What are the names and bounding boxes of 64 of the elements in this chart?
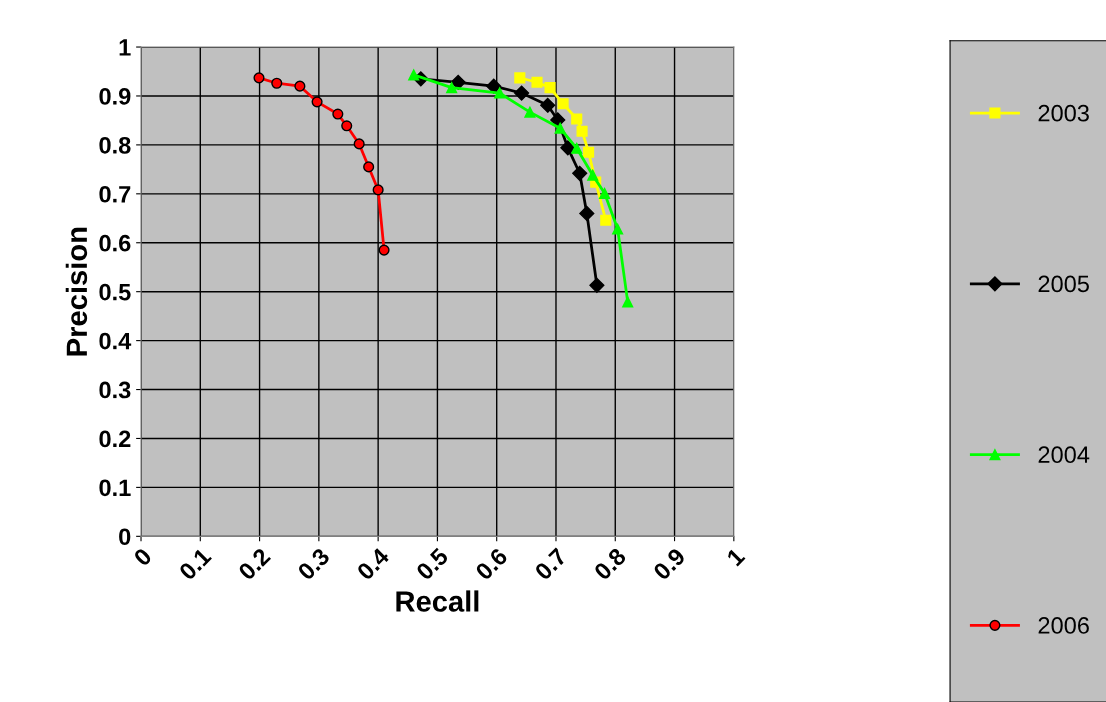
point — [572, 165, 588, 181]
point — [579, 205, 595, 221]
y-tick-label: 0.6 — [99, 234, 131, 252]
point — [589, 277, 605, 293]
y-tick-label: 0.1 — [99, 479, 131, 497]
x-tick-label: 0.2 — [237, 547, 272, 581]
legend-label: 2006 — [1038, 617, 1089, 634]
y-tick-label: 0.9 — [99, 88, 131, 105]
y-axis-title: Precision — [65, 227, 88, 356]
point — [294, 80, 306, 92]
point — [341, 120, 353, 132]
point — [446, 82, 458, 94]
point — [378, 244, 390, 256]
x-tick-label: 0.7 — [533, 547, 568, 581]
x-tick-label: 0.9 — [652, 547, 687, 581]
point — [372, 184, 384, 196]
y-tick-label: 0.4 — [99, 332, 132, 350]
point — [540, 97, 556, 113]
point — [494, 87, 506, 99]
point — [531, 76, 543, 88]
point — [271, 77, 283, 89]
point — [554, 122, 566, 134]
point — [544, 82, 556, 94]
point — [576, 125, 588, 137]
point — [612, 223, 624, 235]
x-tick-label: 0.6 — [474, 547, 509, 581]
point — [363, 161, 375, 173]
point — [514, 85, 530, 101]
legend-label: 2004 — [1038, 446, 1090, 464]
x-tick-label: 0.5 — [415, 546, 450, 581]
x-tick-label: 1 — [726, 547, 746, 567]
point — [408, 69, 420, 81]
point — [571, 142, 583, 154]
point — [524, 106, 536, 118]
point — [514, 72, 526, 84]
y-tick-label: 0.2 — [99, 430, 131, 448]
point — [560, 140, 576, 156]
point — [353, 138, 365, 150]
point — [550, 112, 566, 128]
point — [486, 78, 502, 94]
point — [600, 214, 612, 226]
x-tick-label: 0.1 — [178, 546, 213, 581]
legend-label: 2003 — [1038, 104, 1089, 122]
point — [599, 187, 611, 199]
x-tick-label: 0.3 — [296, 547, 331, 581]
y-tick-label: 0 — [119, 528, 131, 546]
y-tick-label: 1 — [119, 39, 131, 56]
x-tick-label: 0.4 — [356, 546, 391, 581]
point — [253, 72, 265, 84]
point — [557, 98, 569, 110]
x-tick-label: 0 — [132, 547, 153, 567]
point — [571, 113, 583, 125]
legend-label: 2005 — [1038, 275, 1089, 293]
point — [587, 169, 599, 181]
point — [622, 296, 634, 308]
y-tick-label: 0.8 — [99, 136, 131, 154]
point — [311, 96, 323, 108]
point — [332, 108, 344, 120]
point — [583, 146, 595, 158]
x-axis-title: Recall — [396, 590, 479, 612]
x-tick-label: 0.8 — [593, 547, 628, 581]
y-tick-label: 0.3 — [99, 381, 131, 399]
y-tick-label: 0.5 — [99, 283, 131, 301]
y-tick-label: 0.7 — [99, 185, 131, 203]
